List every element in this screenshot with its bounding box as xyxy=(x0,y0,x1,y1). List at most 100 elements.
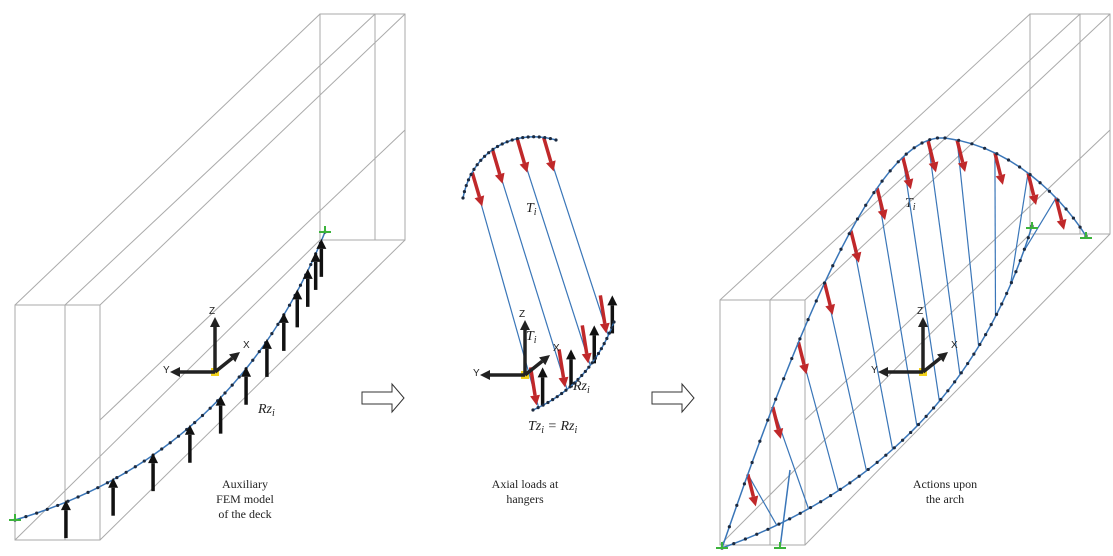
axis-label: Z xyxy=(519,309,525,320)
node xyxy=(193,421,196,424)
node xyxy=(1007,158,1010,161)
subscript: i xyxy=(574,425,577,436)
arch-action-head xyxy=(1057,219,1067,230)
arch-action xyxy=(798,342,804,364)
hanger-force-head xyxy=(559,377,569,388)
node xyxy=(872,191,875,194)
node xyxy=(936,136,939,139)
node xyxy=(532,135,535,138)
wireframe-left xyxy=(15,14,405,540)
node xyxy=(506,140,509,143)
arch-action-head xyxy=(996,174,1006,185)
node xyxy=(774,398,777,401)
reaction-arrow-head xyxy=(241,367,251,377)
node xyxy=(201,414,204,417)
node xyxy=(573,382,576,385)
node xyxy=(984,333,987,336)
node xyxy=(809,506,812,509)
node xyxy=(905,153,908,156)
node xyxy=(758,440,761,443)
node xyxy=(56,504,59,507)
arch-action-head xyxy=(904,178,914,189)
hanger-force-head xyxy=(475,195,485,206)
node xyxy=(538,135,541,138)
hanger-force-head xyxy=(582,353,592,364)
node xyxy=(270,332,273,335)
axis-x xyxy=(923,358,940,372)
axis-y-head xyxy=(170,367,180,377)
reaction-arrow-head xyxy=(566,349,576,359)
node xyxy=(521,136,524,139)
hanger-force xyxy=(544,137,551,161)
node xyxy=(491,148,494,151)
node xyxy=(501,142,504,145)
node xyxy=(76,495,79,498)
axis-y-head xyxy=(480,370,490,380)
node xyxy=(1038,181,1041,184)
force-label: Ti xyxy=(526,329,537,346)
node xyxy=(276,323,279,326)
node xyxy=(238,375,241,378)
hanger xyxy=(1024,198,1056,252)
node xyxy=(799,512,802,515)
node xyxy=(990,323,993,326)
node xyxy=(143,459,146,462)
reaction-arrow-head xyxy=(538,367,548,377)
node xyxy=(932,406,935,409)
node xyxy=(798,337,801,340)
node xyxy=(1048,190,1051,193)
reaction-arrow-head xyxy=(303,269,313,279)
node xyxy=(549,137,552,140)
node xyxy=(597,352,600,355)
node xyxy=(1014,270,1017,273)
node xyxy=(476,163,479,166)
arch-action xyxy=(748,474,754,496)
node xyxy=(920,141,923,144)
label-text: = Rz xyxy=(544,419,575,434)
node xyxy=(831,264,834,267)
force-label: Rzi xyxy=(257,402,275,419)
node xyxy=(1064,207,1067,210)
caption: hangers xyxy=(506,492,544,506)
node xyxy=(1027,236,1030,239)
node xyxy=(591,361,594,364)
arch-action xyxy=(825,283,831,305)
node xyxy=(554,138,557,141)
reaction-arrow-head xyxy=(589,325,599,335)
node xyxy=(806,318,809,321)
node xyxy=(551,398,554,401)
node xyxy=(858,475,861,478)
node xyxy=(605,337,608,340)
arch-action-head xyxy=(749,495,759,506)
caption: FEM model xyxy=(216,492,274,506)
node xyxy=(299,284,302,287)
caption: the arch xyxy=(926,492,964,506)
node xyxy=(856,217,859,220)
node xyxy=(169,441,172,444)
node xyxy=(469,173,472,176)
force-label: Rzi xyxy=(572,379,590,396)
node xyxy=(576,378,579,381)
axis-label: X xyxy=(951,340,958,351)
node xyxy=(928,138,931,141)
node xyxy=(889,169,892,172)
node xyxy=(743,482,746,485)
node xyxy=(580,374,583,377)
node xyxy=(487,151,490,154)
node xyxy=(527,135,530,138)
node xyxy=(496,145,499,148)
caption: Axial loads at xyxy=(492,477,559,491)
node xyxy=(788,517,791,520)
reaction-arrow-head xyxy=(292,289,302,299)
node xyxy=(777,523,780,526)
node xyxy=(766,419,769,422)
node xyxy=(884,454,887,457)
node xyxy=(1029,173,1032,176)
node xyxy=(546,401,549,404)
member xyxy=(533,322,614,410)
hanger-force xyxy=(600,295,604,323)
node xyxy=(880,180,883,183)
node xyxy=(106,481,109,484)
node xyxy=(309,263,312,266)
node xyxy=(556,395,559,398)
